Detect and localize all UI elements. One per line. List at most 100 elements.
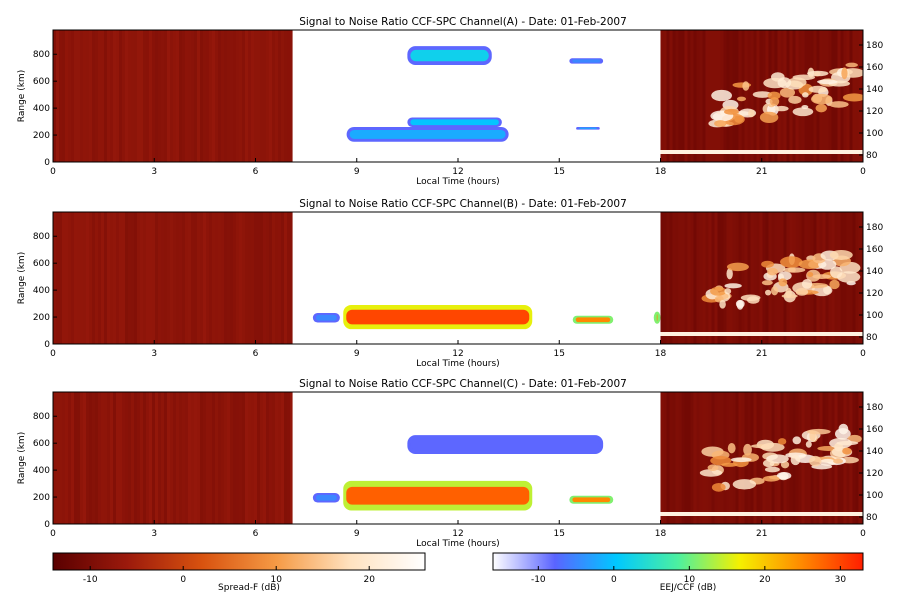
spread-f-streak [155,212,158,344]
spread-f-streak [272,30,275,162]
spread-f-streak [227,30,230,162]
spread-f-streak [798,212,802,344]
spread-f-streak [260,392,263,524]
spread-f-streak [116,212,119,344]
panel-title: Signal to Noise Ratio CCF-SPC Channel(A)… [299,16,627,28]
colorbar-tick-label: 30 [835,575,847,585]
spread-f-streak [239,392,242,524]
spread-f-streak [170,212,173,344]
spread-f-streak [684,30,688,162]
y-tick-label: 0 [44,340,50,350]
panel-c: 0 3 6 9 12 15 18 21 0020040060080080100120140160… [17,378,883,549]
spread-f-streak [756,212,760,344]
spread-f-streak [71,212,74,344]
spread-f-streak [281,212,284,344]
spread-f-streak [86,30,89,162]
spread-f-plume [726,268,733,280]
spread-f-streak [687,30,691,162]
spread-f-streak [663,30,667,162]
spread-f-streak [750,30,754,162]
x-tick-label: 0 [860,349,866,359]
spread-f-plume [792,107,814,117]
y-tick-label: 200 [33,313,50,323]
spread-f-streak [759,212,763,344]
panel-b: 0 3 6 9 12 15 18 21 0020040060080080100120140160… [17,198,883,369]
spread-f-streak [53,212,56,344]
x-axis-label: Local Time (hours) [416,359,499,369]
spread-f-streak [215,212,218,344]
x-tick-label: 15 [554,349,565,359]
spread-f-streak [137,212,140,344]
x-tick-label: 0 [860,529,866,539]
spread-f-streak [110,212,113,344]
spread-f-streak [209,30,212,162]
spread-f-streak [236,212,239,344]
spread-f-streak [86,392,89,524]
spread-f-plume [842,447,852,455]
y-tick-label: 0 [44,158,50,168]
y-tick-label: 800 [33,412,50,422]
spread-f-streak [666,392,670,524]
spread-f-plume [764,466,780,473]
spread-f-streak [68,30,71,162]
y-tick-label: 400 [33,286,50,296]
spread-f-plume [732,479,757,490]
spread-f-streak [696,212,700,344]
spread-f-streak [113,212,116,344]
x-tick-label: 18 [655,349,667,359]
spread-f-plume [787,77,807,88]
spread-f-streak [795,212,799,344]
spread-f-streak [173,212,176,344]
spread-f-streak [80,30,83,162]
spread-f-streak [660,212,664,344]
spread-f-plume [819,458,836,466]
spread-f-streak [182,392,185,524]
spread-f-streak [278,392,281,524]
spread-f-streak [92,212,95,344]
spread-f-streak [711,212,715,344]
spread-f-plume [724,283,742,289]
spread-f-streak [729,392,733,524]
colorbar-label: EEJ/CCF (dB) [660,583,717,593]
y2-tick-label: 80 [866,513,878,523]
spread-f-streak [227,212,230,344]
echo-core [410,438,601,451]
spread-f-streak [798,30,802,162]
colorbar-spread-f: -10 0 10 20 Spread-F (dB) [52,552,426,593]
spread-f-plume [743,443,752,456]
x-tick-label: 3 [151,349,157,359]
spread-f-streak [155,30,158,162]
panel-plot-area [53,392,863,524]
spread-f-plume [707,464,719,471]
spread-f-plume [762,459,775,468]
y-tick-label: 800 [33,50,50,60]
spread-f-streak [212,30,215,162]
spread-f-streak [185,392,188,524]
spread-f-plume [724,108,739,115]
spread-f-streak [119,30,122,162]
echo-core [315,494,337,501]
spread-f-streak [212,392,215,524]
colorbar-tick-label: -10 [83,575,98,585]
spread-f-streak [669,392,673,524]
spread-f-plume [730,457,752,463]
spread-f-streak [83,212,86,344]
spread-f-streak [164,30,167,162]
spread-f-streak [666,30,670,162]
x-tick-label: 9 [354,349,360,359]
spread-f-streak [212,212,215,344]
spread-f-streak [170,30,173,162]
spread-f-streak [804,212,808,344]
spread-f-streak [149,30,152,162]
spread-f-plume [724,288,732,295]
spread-f-streak [197,212,200,344]
spread-f-streak [224,212,227,344]
spread-f-streak [669,212,673,344]
spread-f-streak [257,30,260,162]
spread-f-streak [720,212,724,344]
spread-f-streak [759,392,763,524]
spread-f-plume [748,109,755,118]
spread-f-streak [242,212,245,344]
spread-f-streak [681,30,685,162]
spread-f-plume [760,442,785,452]
